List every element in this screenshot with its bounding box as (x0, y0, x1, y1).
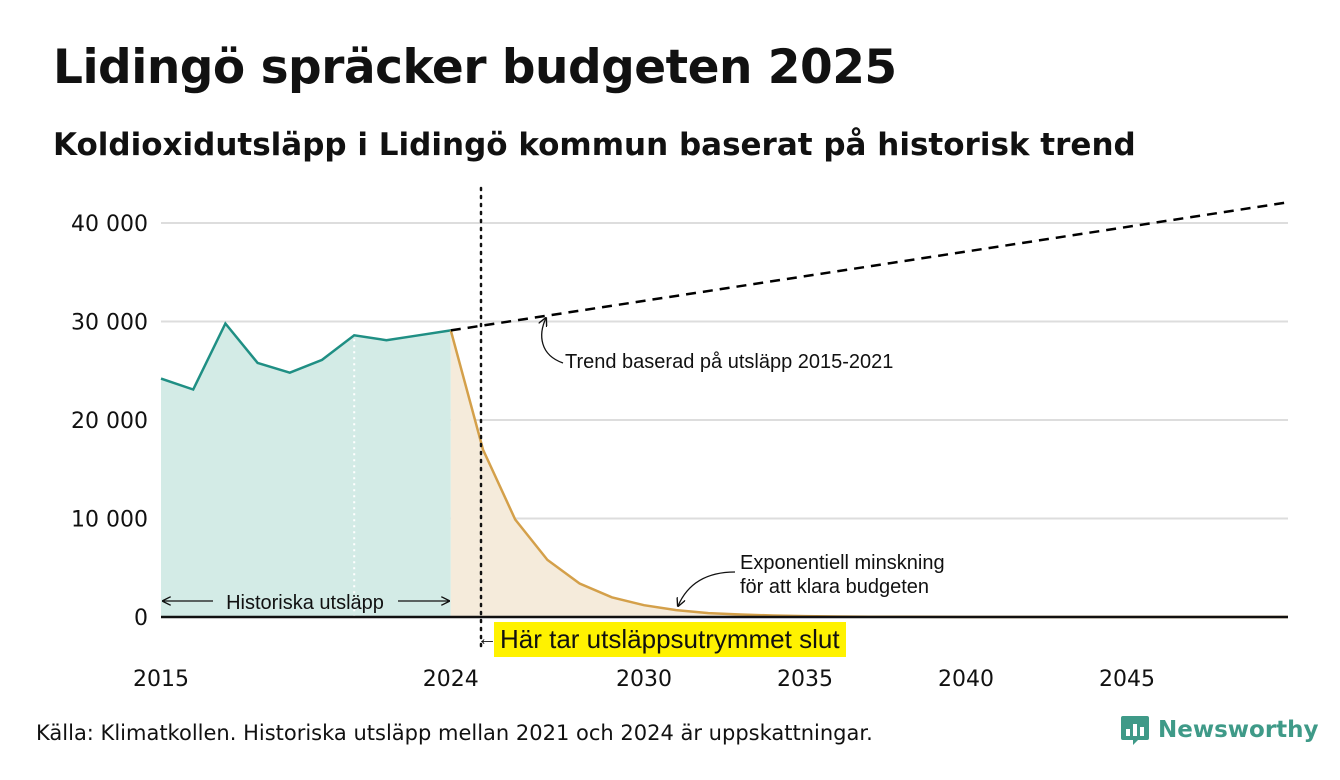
decline-annotation-label-2: för att klara budgeten (740, 576, 929, 598)
decline-annotation-label-1: Exponentiell minskning (740, 552, 945, 574)
x-tick-label: 2015 (133, 667, 189, 692)
source-note: Källa: Klimatkollen. Historiska utsläpp … (36, 721, 873, 745)
y-tick-label: 10 000 (71, 508, 148, 533)
historical-series-line (160, 321, 451, 392)
x-tick-label: 2024 (423, 667, 479, 692)
x-tick-label: 2045 (1099, 667, 1155, 692)
brand-name: Newsworthy (1158, 717, 1319, 743)
y-tick-label: 40 000 (71, 212, 148, 237)
trend-annotation-label: Trend baserad på utsläpp 2015-2021 (565, 351, 893, 373)
y-tick-label: 30 000 (71, 311, 148, 336)
y-axis: 0 10 000 20 000 30 000 40 000 (71, 212, 148, 631)
budget-end-label: Här tar utsläppsutrymmet slut (494, 622, 846, 657)
budget-end-arrow: ← (477, 628, 497, 650)
newsworthy-logo-icon (1121, 716, 1149, 745)
x-tick-label: 2040 (938, 667, 994, 692)
decline-annotation-arrow (678, 571, 736, 606)
x-tick-label: 2030 (616, 667, 672, 692)
y-tick-label: 0 (134, 606, 148, 631)
chart-title: Lidingö spräcker budgeten 2025 (53, 40, 897, 95)
trend-series-line (450, 201, 1289, 332)
decline-series-line (449, 330, 1288, 619)
y-tick-label: 20 000 (71, 409, 148, 434)
x-tick-label: 2035 (777, 667, 833, 692)
historical-area (161, 323, 451, 617)
chart-subtitle: Koldioxidutsläpp i Lidingö kommun basera… (53, 127, 1136, 163)
brand: Newsworthy (1120, 714, 1319, 746)
decline-area (450, 330, 1288, 617)
historical-range-label: Historiska utsläpp (226, 592, 384, 614)
x-axis: 2015 2024 2030 2035 2040 2045 (133, 667, 1155, 692)
trend-annotation-arrow (542, 318, 564, 364)
